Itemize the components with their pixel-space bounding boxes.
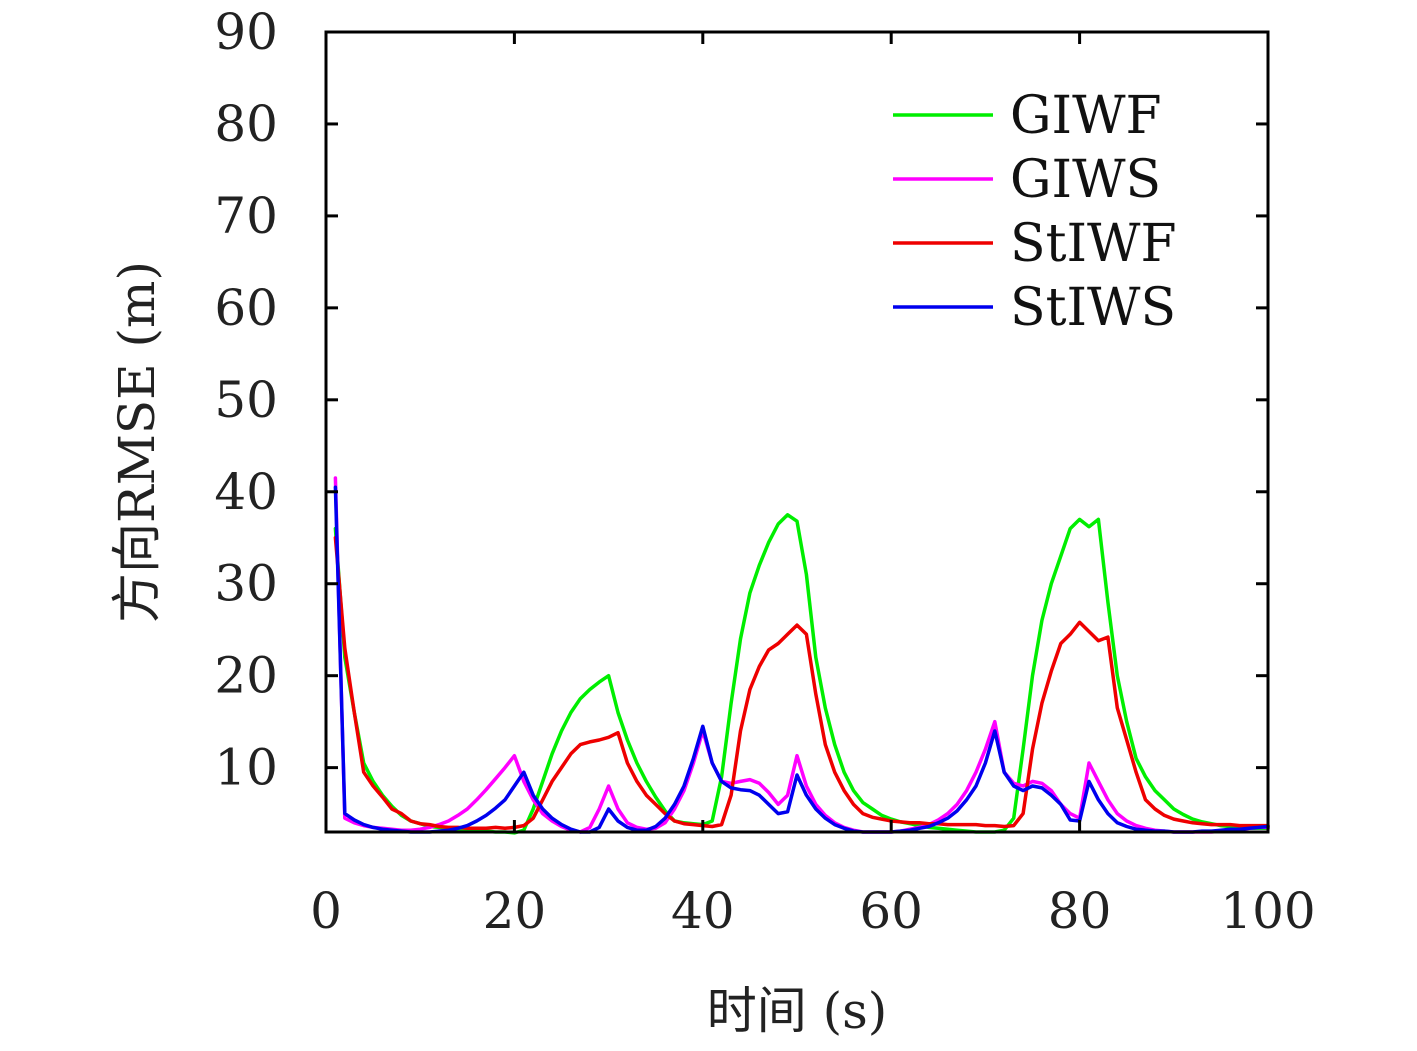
legend-label: GIWS (1010, 150, 1161, 210)
legend-label: GIWF (1010, 86, 1162, 146)
legend-item-stiws: StIWS (893, 278, 1176, 338)
x-axis-label: 时间 (s) (707, 982, 888, 1040)
y-tick-label: 40 (214, 463, 278, 521)
legend-item-giws: GIWS (893, 150, 1161, 210)
x-tick-label: 0 (310, 882, 342, 940)
x-tick-label: 100 (1220, 882, 1315, 940)
series-line-giws (333, 476, 1270, 834)
y-tick-label: 60 (214, 279, 278, 337)
x-tick-label: 20 (483, 882, 547, 940)
series-line-stiws (333, 485, 1270, 834)
y-tick-label: 10 (214, 739, 278, 797)
x-tick-label: 80 (1048, 882, 1112, 940)
y-axis-label: 方向RMSE (m) (108, 261, 166, 623)
series-line-stiwf (333, 535, 1270, 831)
x-tick-label: 40 (671, 882, 735, 940)
y-tick-label: 20 (214, 647, 278, 705)
ticks-layer: 0 20 40 60 80 100 10 20 30 40 50 60 70 80 90 (214, 3, 1315, 940)
plot-frame (324, 30, 1270, 834)
y-tick-label: 50 (214, 371, 278, 429)
y-tick-label: 30 (214, 555, 278, 613)
legend-label: StIWS (1010, 278, 1176, 338)
y-tick-label: 70 (214, 187, 278, 245)
x-tick-label: 60 (859, 882, 923, 940)
series-layer (333, 476, 1270, 835)
y-tick-label: 80 (214, 95, 278, 153)
legend-item-giwf: GIWF (893, 86, 1162, 146)
legend-label: StIWF (1010, 214, 1177, 274)
legend-item-stiwf: StIWF (893, 214, 1177, 274)
y-tick-label: 90 (214, 3, 278, 61)
